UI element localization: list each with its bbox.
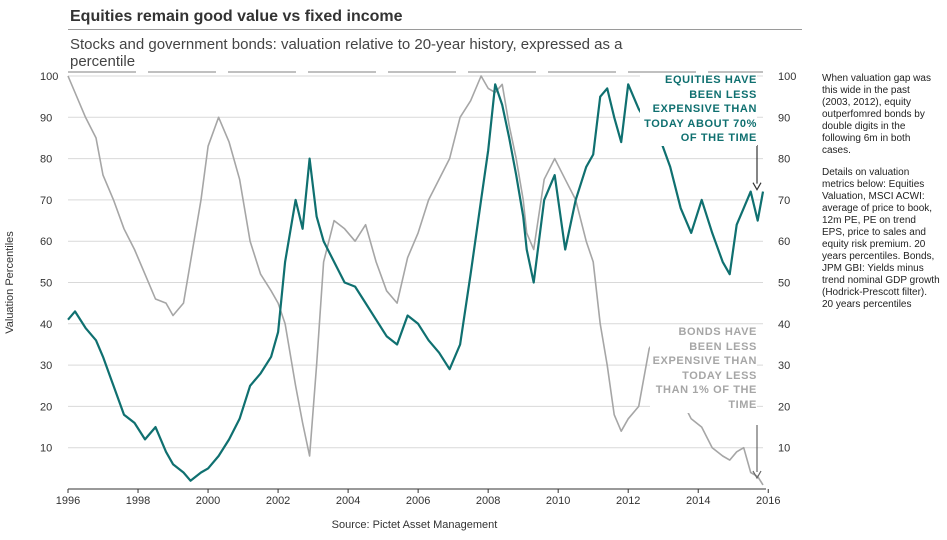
y-tick-label-left: 100 <box>40 71 58 83</box>
title-divider <box>68 29 802 30</box>
y-tick-label-right: 50 <box>778 278 790 290</box>
x-tick-label: 2012 <box>616 495 640 507</box>
bonds-annotation: Bonds have been less expensive than toda… <box>650 325 757 413</box>
y-tick-label-left: 30 <box>40 360 52 372</box>
x-tick-label: 2000 <box>196 495 220 507</box>
side-note-paragraph-2: Details on valuation metrics below: Equi… <box>822 167 940 310</box>
side-note-paragraph-1: When valuation gap was this wide in the … <box>822 73 931 156</box>
y-tick-label-left: 50 <box>40 278 52 290</box>
y-tick-label-left: 90 <box>40 112 52 124</box>
y-tick-label-right: 80 <box>778 154 790 166</box>
equities-annotation: Equities have been less expensive than t… <box>640 73 757 146</box>
x-tick-label: 2010 <box>546 495 570 507</box>
y-tick-label-right: 40 <box>778 319 790 331</box>
y-tick-label-left: 60 <box>40 236 52 248</box>
chart-title: Equities remain good value vs fixed inco… <box>70 8 403 25</box>
arrow-layer <box>752 145 762 480</box>
y-tick-label-right: 100 <box>778 71 796 83</box>
y-tick-label-right: 30 <box>778 360 790 372</box>
y-tick-label-right: 70 <box>778 195 790 207</box>
x-tick-label: 2002 <box>266 495 290 507</box>
y-tick-label-right: 90 <box>778 112 790 124</box>
source-note: Source: Pictet Asset Management <box>331 519 498 531</box>
y-tick-label-right: 20 <box>778 401 790 413</box>
x-tick-label: 2004 <box>336 495 360 507</box>
y-tick-label-left: 80 <box>40 154 52 166</box>
x-tick-label: 2006 <box>406 495 430 507</box>
y-tick-label-left: 20 <box>40 401 52 413</box>
x-tick-label: 2008 <box>476 495 500 507</box>
x-tick-label: 2014 <box>686 495 710 507</box>
x-tick-label: 1996 <box>56 495 80 507</box>
equities-arrow-head <box>752 182 762 191</box>
y-axis-label: Valuation Percentiles <box>4 231 16 334</box>
y-tick-label-left: 40 <box>40 319 52 331</box>
y-tick-label-left: 10 <box>40 443 52 455</box>
side-note: When valuation gap was this wide in the … <box>822 73 940 321</box>
y-tick-label-left: 70 <box>40 195 52 207</box>
y-tick-label-right: 60 <box>778 236 790 248</box>
x-tick-label: 1998 <box>126 495 150 507</box>
axis-layer: 10 10 20 20 30 30 40 40 50 50 60 60 70 70 80 80 90 90 100 1… <box>4 71 796 507</box>
bonds-arrow-head <box>752 470 762 480</box>
chart-subtitle: Stocks and government bonds: valuation r… <box>70 36 623 70</box>
y-tick-label-right: 10 <box>778 443 790 455</box>
grid-layer <box>68 71 763 449</box>
x-tick-label: 2016 <box>756 495 780 507</box>
